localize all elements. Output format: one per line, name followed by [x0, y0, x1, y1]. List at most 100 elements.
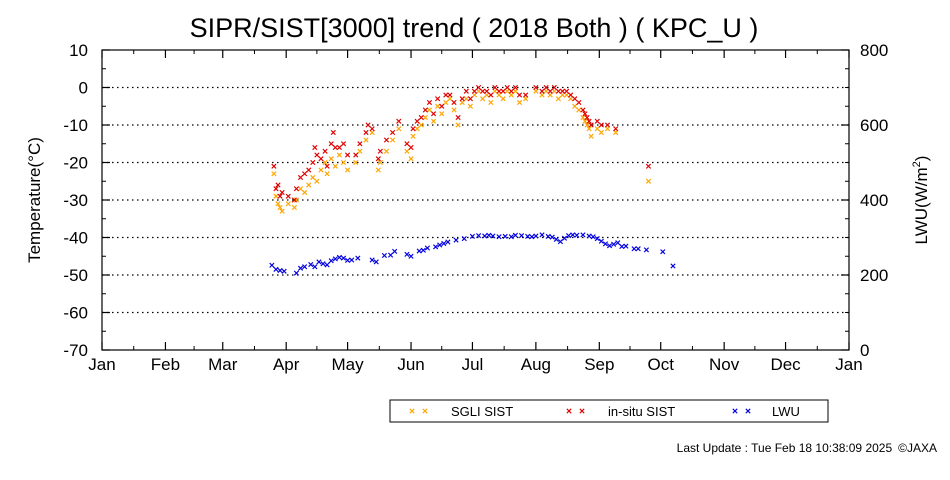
in-situ-sist-point [340, 141, 347, 147]
lwu-point [486, 232, 492, 238]
in-situ-sist-point [328, 141, 334, 147]
in-situ-sist-point [363, 129, 369, 136]
in-situ-sist-point [488, 92, 494, 98]
sgli-sist-point [492, 88, 498, 94]
sgli-sist-point [297, 186, 304, 192]
lwu-point [615, 240, 621, 246]
sgli-sist-point [310, 174, 316, 181]
sgli-sist-point [430, 118, 437, 124]
lwu-point [490, 233, 496, 239]
right-axis-label-base: LWU(W/m [912, 167, 931, 244]
legend-lwu: LWU [732, 404, 800, 419]
lwu-point [404, 251, 410, 257]
in-situ-sist-point [447, 92, 453, 98]
sgli-sist-point [504, 88, 510, 94]
in-situ-sist-point [455, 114, 461, 121]
lwu-point [387, 252, 394, 258]
sgli-sist-point [516, 99, 523, 106]
lwu-point [553, 236, 559, 242]
in-situ-sist-point [408, 144, 414, 151]
lwu-point [602, 241, 609, 247]
sgli-sist-point [547, 92, 553, 98]
sgli-sist-point [604, 126, 611, 132]
sgli-sist-point [555, 96, 561, 102]
sgli-sist-point [582, 118, 588, 124]
sgli-sist-point [447, 96, 453, 102]
lwu-point [424, 245, 430, 251]
lwu-point [574, 232, 580, 238]
sgli-sist-point [410, 133, 416, 139]
in-situ-sist-point [451, 99, 457, 106]
sgli-sist-point [467, 103, 473, 109]
sgli-sist-point [484, 92, 490, 98]
in-situ-sist-point [471, 88, 478, 94]
lwu-point [433, 244, 439, 250]
lwu-point [594, 236, 600, 242]
legend-marker [409, 408, 415, 414]
in-situ-sist-point [277, 193, 283, 199]
legend-marker [566, 408, 572, 414]
in-situ-sist-point [293, 186, 300, 192]
lwu-point [619, 243, 625, 250]
last-update-text: Last Update : Tue Feb 18 10:38:09 2025 [677, 441, 893, 455]
in-situ-sist-point [492, 84, 498, 91]
sgli-sist-point [383, 148, 390, 154]
in-situ-sist-point [523, 92, 529, 98]
lwu-point [302, 264, 308, 270]
lwu-point [312, 264, 318, 270]
sgli-sist-point [508, 92, 514, 98]
legend-marker [732, 408, 738, 414]
lwu-point [570, 232, 576, 238]
sgli-sist-point [426, 107, 433, 113]
in-situ-sist-point [426, 99, 433, 106]
in-situ-sist-point [496, 88, 502, 94]
in-situ-sist-point [539, 88, 545, 94]
in-situ-sist-point [314, 152, 320, 158]
in-situ-sist-point [475, 84, 482, 91]
lwu-point [320, 261, 326, 267]
lwu-point [441, 240, 447, 247]
lwu-point [461, 236, 467, 242]
lwu-point [643, 247, 649, 253]
in-situ-sist-point [324, 163, 330, 169]
right-tick-label: 400 [860, 191, 888, 210]
in-situ-sist-point [375, 156, 381, 162]
month-label: Apr [273, 355, 300, 374]
in-situ-sist-point [443, 92, 449, 98]
left-axis-label: Temperature(°C) [25, 137, 44, 263]
sgli-sist-point [551, 88, 557, 94]
sgli-sist-point [559, 92, 566, 98]
left-tick-label: -50 [63, 266, 88, 285]
sgli-sist-point [512, 88, 518, 94]
sgli-sist-point [471, 92, 478, 98]
in-situ-sist-point [390, 129, 396, 136]
lwu-point [606, 243, 613, 249]
month-label: Feb [151, 355, 180, 374]
lwu-point [437, 242, 443, 248]
legend-marker [422, 408, 428, 414]
lwu-point [611, 241, 617, 247]
in-situ-sist-point [480, 88, 486, 94]
in-situ-sist-point [484, 88, 490, 94]
right-axis-label: LWU(W/m2) [911, 156, 931, 245]
lwu-point [336, 254, 342, 260]
sgli-sist-point [580, 114, 586, 121]
sgli-sist-point [588, 133, 594, 139]
in-situ-sist-point [584, 114, 590, 121]
sgli-sist-point [523, 96, 529, 102]
lwu-point [496, 234, 502, 240]
in-situ-sist-point [551, 84, 557, 91]
left-tick-label: -10 [63, 116, 88, 135]
sgli-sist-point [271, 171, 277, 177]
lwu-point [316, 259, 322, 265]
sgli-sist-point [293, 197, 300, 203]
month-label: Aug [521, 355, 551, 374]
in-situ-sist-points [271, 84, 652, 203]
right-axis-label-end: ) [912, 156, 931, 162]
lwu-point [269, 262, 275, 268]
in-situ-sist-point [345, 152, 351, 158]
sgli-sist-point [285, 201, 291, 207]
legend-in-situ-sist: in-situ SIST [566, 404, 675, 419]
in-situ-sist-point [353, 152, 359, 158]
